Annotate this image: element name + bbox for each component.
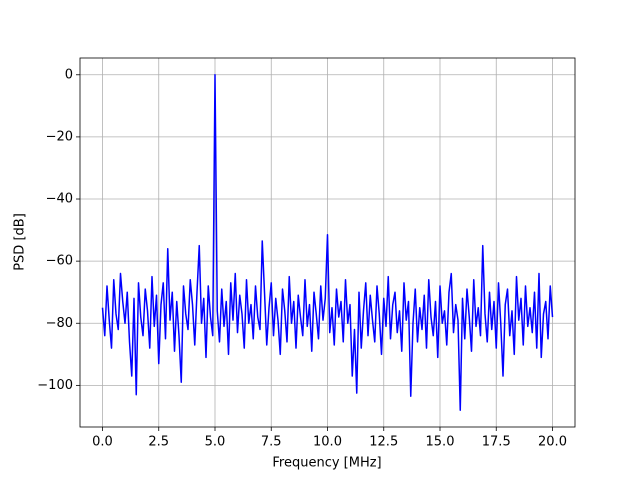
psd-line xyxy=(101,74,554,411)
x-tick-label: 12.5 xyxy=(369,435,398,450)
y-tick-label: −60 xyxy=(46,254,73,269)
x-tick-label: 10.0 xyxy=(313,435,342,450)
y-tick-label: −40 xyxy=(46,192,73,207)
x-tick-label: 7.5 xyxy=(261,435,282,450)
y-tick-label: −20 xyxy=(46,129,73,144)
x-tick-label: 2.5 xyxy=(148,435,169,450)
x-tick-label: 20.0 xyxy=(538,435,567,450)
x-tick-label: 15.0 xyxy=(426,435,455,450)
y-tick-label: 0 xyxy=(65,67,73,82)
x-tick-label: 0.0 xyxy=(92,435,113,450)
y-axis-label: PSD [dB] xyxy=(13,213,28,271)
x-tick-label: 5.0 xyxy=(205,435,226,450)
x-axis-label: Frequency [MHz] xyxy=(272,456,381,471)
axes-frame xyxy=(79,57,576,428)
y-tick-label: −100 xyxy=(37,378,73,393)
x-tick-label: 17.5 xyxy=(482,435,511,450)
y-tick-label: −80 xyxy=(46,316,73,331)
